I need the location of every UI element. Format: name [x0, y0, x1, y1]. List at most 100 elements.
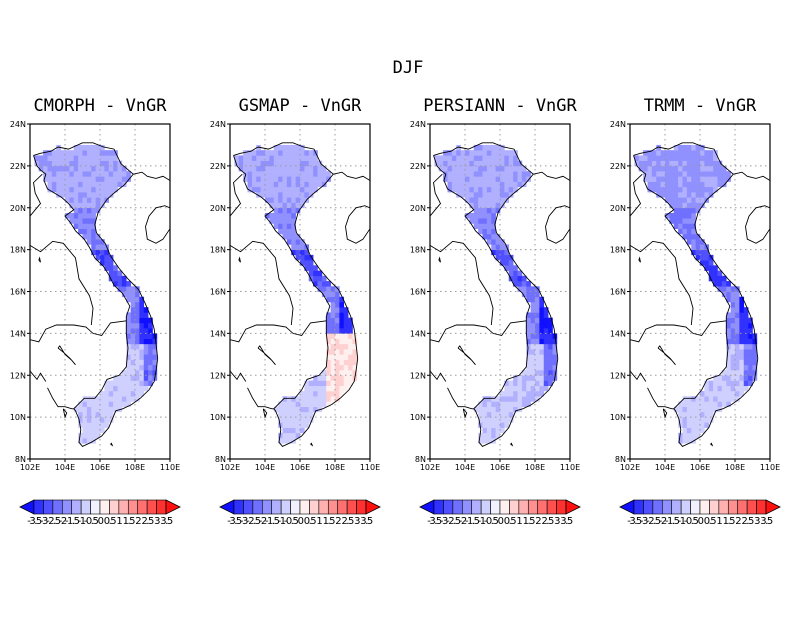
- anomaly-cell: [113, 390, 118, 397]
- anomaly-cell: [86, 417, 92, 423]
- anomaly-cell: [121, 370, 127, 376]
- colorbar-box: [233, 499, 244, 515]
- anomaly-cell: [700, 390, 705, 397]
- anomaly-cell: [282, 417, 288, 423]
- anomaly-cell: [708, 417, 714, 423]
- anomaly-cell: [473, 165, 479, 172]
- anomaly-cell: [139, 370, 145, 376]
- border-line: [647, 387, 674, 410]
- anomaly-cell: [126, 171, 131, 177]
- anomaly-cell: [339, 349, 345, 355]
- anomaly-cell: [121, 380, 127, 387]
- anomaly-cell: [478, 181, 483, 188]
- anomaly-cell: [508, 417, 514, 423]
- anomaly-cell: [469, 171, 475, 177]
- colorbar-box: [80, 499, 91, 515]
- anomaly-cell: [56, 155, 61, 161]
- anomaly-cell: [330, 390, 336, 397]
- anomaly-cell: [51, 181, 57, 188]
- anomaly-cell: [308, 165, 314, 172]
- anomaly-cell: [735, 354, 740, 360]
- anomaly-cell: [278, 150, 283, 156]
- anomaly-cell: [508, 186, 514, 193]
- anomaly-cell: [695, 192, 701, 198]
- anomaly-cell: [469, 165, 475, 172]
- anomaly-cell: [308, 385, 314, 392]
- anomaly-cell: [78, 186, 83, 193]
- anomaly-cell: [530, 291, 536, 298]
- anomaly-cell: [330, 307, 336, 313]
- anomaly-cell: [91, 155, 96, 161]
- anomaly-cell: [491, 202, 496, 209]
- anomaly-cell: [526, 370, 531, 376]
- anomaly-cell: [113, 396, 118, 402]
- anomaly-cell: [130, 354, 136, 360]
- anomaly-cell: [482, 144, 488, 151]
- anomaly-cell: [335, 333, 340, 339]
- border-line: [133, 171, 170, 181]
- anomaly-cell: [139, 380, 145, 387]
- anomaly-cell: [721, 281, 727, 287]
- anomaly-cell: [465, 165, 470, 172]
- anomaly-cell: [500, 254, 505, 261]
- anomaly-cell: [95, 406, 101, 413]
- anomaly-cell: [548, 317, 553, 324]
- anomaly-cell: [691, 239, 696, 245]
- anomaly-cell: [521, 390, 527, 397]
- anomaly-cell: [135, 301, 140, 308]
- anomaly-cell: [548, 349, 553, 355]
- anomaly-cell: [317, 401, 323, 407]
- anomaly-cell: [113, 160, 118, 167]
- anomaly-cell: [278, 171, 283, 177]
- colorbar-box: [109, 499, 120, 515]
- anomaly-cell: [304, 417, 310, 423]
- anomaly-cell: [291, 202, 296, 209]
- anomaly-cell: [78, 171, 83, 177]
- anomaly-cell: [343, 322, 349, 329]
- anomaly-cell: [708, 390, 714, 397]
- anomaly-cell: [82, 228, 88, 235]
- anomaly-cell: [304, 181, 310, 188]
- border-line: [630, 320, 727, 343]
- anomaly-cell: [451, 181, 457, 188]
- anomaly-cell: [291, 422, 296, 428]
- anomaly-cell: [508, 396, 514, 402]
- anomaly-cell: [526, 390, 531, 397]
- anomaly-cell: [304, 150, 310, 156]
- anomaly-cell: [491, 144, 496, 151]
- anomaly-cell: [486, 432, 492, 439]
- colorbar-box: [527, 499, 539, 515]
- anomaly-cell: [352, 364, 358, 371]
- anomaly-cell: [130, 333, 136, 339]
- anomaly-cell: [530, 380, 536, 387]
- anomaly-cell: [691, 417, 696, 423]
- anomaly-cell: [456, 176, 461, 182]
- anomaly-cell: [251, 150, 257, 156]
- anomaly-cell: [704, 150, 710, 156]
- anomaly-cell: [517, 401, 523, 407]
- anomaly-cell: [326, 171, 331, 177]
- colorbar-label: -3: [240, 516, 248, 527]
- anomaly-cell: [530, 307, 536, 313]
- anomaly-cell: [752, 349, 758, 355]
- anomaly-cell: [730, 343, 736, 350]
- anomaly-cell: [695, 254, 701, 261]
- anomaly-cell: [691, 207, 696, 214]
- anomaly-cell: [726, 328, 731, 334]
- anomaly-cell: [647, 155, 653, 161]
- anomaly-cell: [47, 155, 53, 161]
- anomaly-cell: [343, 370, 349, 376]
- anomaly-cell: [500, 396, 505, 402]
- anomaly-cell: [695, 171, 701, 177]
- anomaly-cell: [686, 171, 692, 177]
- anomaly-cell: [543, 317, 549, 324]
- anomaly-cell: [508, 155, 514, 161]
- anomaly-cell: [278, 417, 283, 423]
- border-line: [630, 173, 643, 217]
- anomaly-cell: [465, 176, 470, 182]
- anomaly-cell: [278, 401, 283, 407]
- anomaly-cell: [552, 349, 558, 355]
- anomaly-cell: [478, 171, 483, 177]
- border-line: [630, 370, 647, 382]
- anomaly-cell: [69, 218, 75, 224]
